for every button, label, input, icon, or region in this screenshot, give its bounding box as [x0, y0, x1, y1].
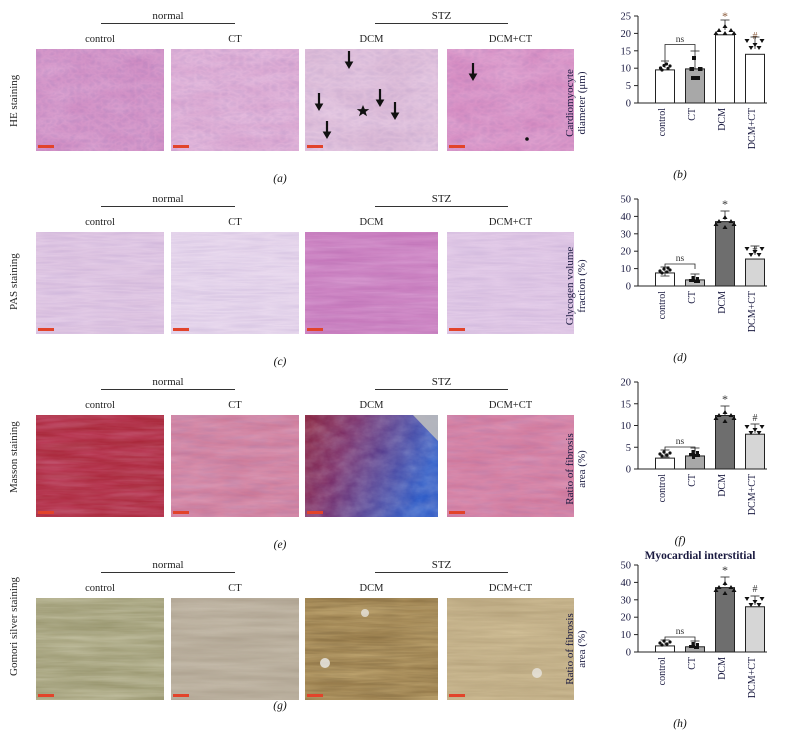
- svg-text:40: 40: [621, 212, 632, 223]
- svg-text:control: control: [657, 108, 668, 137]
- svg-text:40: 40: [621, 578, 632, 589]
- svg-text:10: 10: [621, 64, 632, 75]
- svg-text:diameter (μm): diameter (μm): [576, 71, 588, 134]
- svg-text:DCM: DCM: [717, 291, 728, 314]
- svg-text:20: 20: [621, 29, 632, 40]
- svg-text:0: 0: [626, 648, 631, 659]
- svg-text:#: #: [753, 584, 758, 595]
- svg-text:20: 20: [621, 378, 632, 389]
- svg-text:Myocardial interstitial: Myocardial interstitial: [645, 550, 756, 562]
- svg-text:50: 50: [621, 561, 632, 572]
- svg-text:area (%): area (%): [576, 450, 588, 488]
- svg-text:(f): (f): [675, 535, 686, 547]
- svg-text:15: 15: [621, 399, 632, 410]
- svg-text:DCM: DCM: [717, 474, 728, 497]
- svg-text:10: 10: [621, 264, 632, 275]
- svg-text:CT: CT: [687, 474, 698, 487]
- svg-text:control: control: [657, 291, 668, 320]
- svg-text:control: control: [657, 657, 668, 686]
- svg-text:#: #: [753, 413, 758, 424]
- svg-text:(d): (d): [673, 352, 687, 364]
- svg-text:20: 20: [621, 613, 632, 624]
- svg-text:0: 0: [626, 282, 631, 293]
- svg-text:DCM+CT: DCM+CT: [747, 291, 758, 332]
- svg-text:50: 50: [621, 195, 632, 206]
- svg-text:15: 15: [621, 46, 632, 57]
- svg-text:30: 30: [621, 595, 632, 606]
- svg-text:Glycogen volume: Glycogen volume: [565, 247, 576, 326]
- svg-text:ns: ns: [676, 254, 685, 264]
- svg-text:area (%): area (%): [576, 630, 588, 668]
- svg-text:ns: ns: [676, 437, 685, 447]
- svg-text:*: *: [722, 563, 728, 577]
- svg-text:10: 10: [621, 421, 632, 432]
- svg-text:DCM: DCM: [717, 657, 728, 680]
- svg-text:ns: ns: [676, 627, 685, 637]
- svg-text:30: 30: [621, 229, 632, 240]
- svg-text:5: 5: [626, 81, 631, 92]
- svg-text:CT: CT: [687, 291, 698, 304]
- svg-text:(b): (b): [673, 169, 687, 181]
- svg-text:DCM: DCM: [717, 108, 728, 131]
- svg-text:DCM+CT: DCM+CT: [747, 108, 758, 149]
- svg-text:Cardiomyocyte: Cardiomyocyte: [565, 69, 576, 137]
- svg-text:Ratio of fibrosis: Ratio of fibrosis: [565, 613, 576, 685]
- svg-text:20: 20: [621, 247, 632, 258]
- svg-text:CT: CT: [687, 108, 698, 121]
- svg-text:CT: CT: [687, 657, 698, 670]
- svg-text:0: 0: [626, 99, 631, 110]
- svg-text:*: *: [722, 392, 728, 406]
- svg-text:10: 10: [621, 630, 632, 641]
- svg-text:control: control: [657, 474, 668, 503]
- svg-text:*: *: [722, 197, 728, 211]
- svg-text:0: 0: [626, 465, 631, 476]
- svg-text:DCM+CT: DCM+CT: [747, 474, 758, 515]
- svg-text:Ratio of fibrosis: Ratio of fibrosis: [565, 433, 576, 505]
- svg-text:(h): (h): [673, 718, 687, 730]
- svg-text:25: 25: [621, 12, 632, 23]
- svg-text:5: 5: [626, 443, 631, 454]
- svg-text:ns: ns: [676, 35, 685, 45]
- svg-text:DCM+CT: DCM+CT: [747, 657, 758, 698]
- svg-text:fraction (%): fraction (%): [576, 259, 588, 313]
